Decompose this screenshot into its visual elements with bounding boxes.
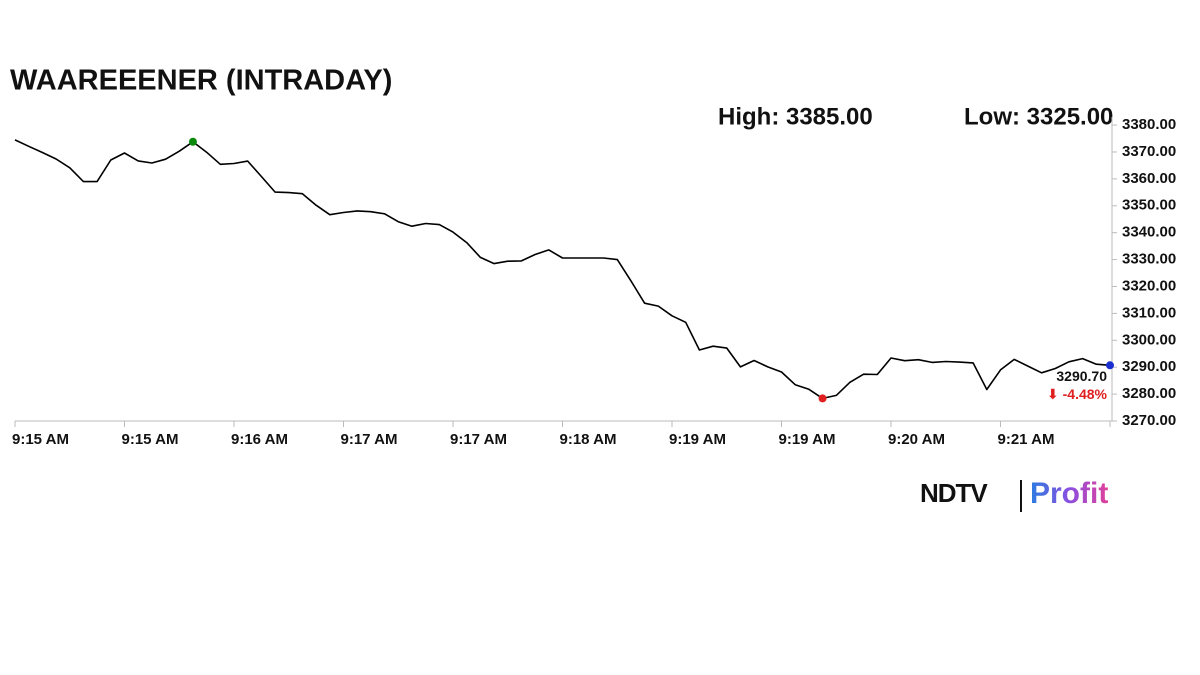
low-text: Low: 3325.00	[964, 103, 1113, 130]
y-tick-label: 3310.00	[1122, 304, 1176, 321]
x-tick-label: 9:18 AM	[560, 431, 617, 448]
y-tick-label: 3380.00	[1122, 116, 1176, 133]
price-line	[14, 139, 1111, 400]
marker	[818, 394, 827, 403]
x-tick-label: 9:17 AM	[341, 431, 398, 448]
y-tick-label: 3340.00	[1122, 224, 1176, 241]
logo-ndtv: NDTV	[920, 478, 988, 508]
marker	[1106, 361, 1114, 370]
y-tick-label: 3330.00	[1122, 251, 1176, 268]
y-tick-label: 3350.00	[1122, 197, 1176, 214]
x-tick-label: 9:19 AM	[669, 431, 726, 448]
x-tick-label: 9:20 AM	[888, 431, 945, 448]
x-tick-label: 9:15 AM	[122, 431, 179, 448]
logo-profit: Profit	[1030, 477, 1108, 510]
last-value: 3290.70	[1056, 368, 1107, 384]
change: ⬇ -4.48%	[1047, 386, 1108, 402]
high-text: High: 3385.00	[718, 103, 873, 130]
y-tick-label: 3360.00	[1122, 170, 1176, 187]
y-tick-label: 3270.00	[1122, 412, 1176, 429]
y-tick-label: 3370.00	[1122, 143, 1176, 160]
x-tick-label: 9:15 AM	[12, 431, 69, 448]
y-tick-label: 3290.00	[1122, 358, 1176, 375]
x-tick-label: 9:19 AM	[779, 431, 836, 448]
y-tick-label: 3300.00	[1122, 331, 1176, 348]
x-tick-label: 9:16 AM	[231, 431, 288, 448]
x-tick-label: 9:21 AM	[998, 431, 1055, 448]
x-tick-label: 9:17 AM	[450, 431, 507, 448]
y-tick-label: 3280.00	[1122, 385, 1176, 402]
y-tick-label: 3320.00	[1122, 277, 1176, 294]
marker	[188, 137, 197, 146]
chart-title: WAAREEENER (INTRADAY)	[10, 65, 392, 97]
